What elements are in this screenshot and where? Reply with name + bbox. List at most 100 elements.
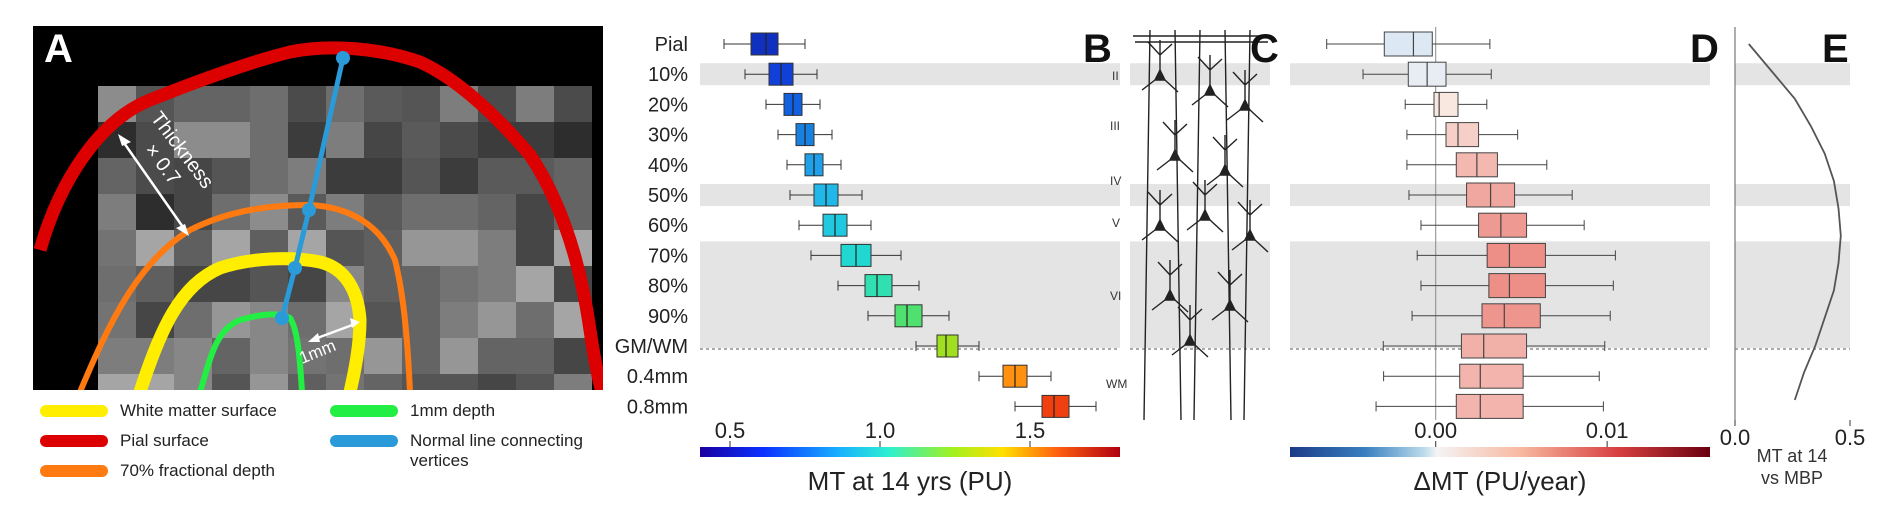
layer-iv-label: IV [1110,174,1121,188]
mri-pixel [326,158,364,194]
layer-vi-label: VI [1110,289,1121,303]
panel-b-band [700,184,1120,206]
tick-label: 0.01 [1586,418,1629,443]
mri-pixel [364,302,402,338]
depth-1mm-arrow [311,322,356,342]
mri-pixel [212,122,250,158]
dendrite [1141,190,1179,243]
panel-e-band [1735,184,1850,206]
neuron-soma [1238,98,1252,111]
mri-pixel [440,338,478,374]
mri-pixel [402,230,440,266]
panel-d-colorbar [1290,447,1710,457]
layer-v-label: V [1112,216,1120,230]
layer-ii-label: II [1112,69,1119,83]
box [1455,393,1524,419]
mri-pixel [364,374,402,390]
mri-pixel [250,374,288,390]
mri-pixel [478,374,516,390]
mri-pixel [440,158,478,194]
mri-pixel [440,194,478,230]
row-label: 80% [648,276,688,298]
neuron-soma [1153,68,1167,81]
mri-pixel [516,374,554,390]
axon [1224,29,1232,421]
box [894,304,923,328]
mri-pixel [440,122,478,158]
vertex-1mm [275,311,289,325]
mri-pixel [364,86,402,122]
mri-pixel [402,86,440,122]
panel-b-band [700,63,1120,86]
neuron-soma [1153,218,1167,231]
mri-pixel [478,302,516,338]
mri-pixel [554,86,592,122]
mri-pixel [98,266,136,302]
mri-pixel [288,86,326,122]
fractional-depth-curve [77,201,413,390]
box [1478,212,1528,238]
legend-swatch-pial [40,435,108,447]
dendrite [1231,200,1269,253]
panel-d-letter: D [1690,27,1719,71]
layer-iii-label: III [1110,119,1120,133]
mri-pixel [402,194,440,230]
panel-d-boxplot: 0.00 0.01 ΔMT (PU/year) [1290,27,1710,496]
row-label: 0.4mm [627,366,688,388]
mri-pixel [250,86,288,122]
mri-pixel [402,266,440,302]
panel-d-xlabel: ΔMT (PU/year) [1414,466,1587,496]
dendrite [1211,270,1249,323]
thickness-arrow [120,139,187,231]
depth-1mm-curve [197,311,305,390]
vertex-pial [336,51,350,65]
box [936,334,959,358]
panel-e-xlabel-2: vs MBP [1761,468,1823,488]
mri-pixel [250,158,288,194]
tick-label: 1.0 [865,418,896,443]
panel-b-boxplot: Pial 10% 20% 30% 40% 50% 60% 70% 80% 90% GM/WM 0.4m… [615,32,1120,496]
layer-i-fibers [1133,35,1270,43]
mri-pixel [174,158,212,194]
box [1460,333,1528,359]
row-label: 40% [648,155,688,177]
box [1445,122,1480,148]
row-label: 70% [648,245,688,267]
mri-pixel [98,230,136,266]
layer-wm-label: WM [1106,377,1127,391]
panel-e-line [1748,43,1842,401]
panel-d-band [1290,63,1710,86]
mri-pixel [250,266,288,302]
row-label: 50% [648,185,688,207]
mri-pixel [516,302,554,338]
mri-pixel [440,266,478,302]
mri-pixel [364,158,402,194]
mri-pixel [98,158,136,194]
legend-swatch-1mm [330,405,398,417]
box [1488,273,1546,299]
row-label: Pial [655,34,688,56]
box [1486,242,1546,268]
mri-pixel [402,122,440,158]
axon [1174,29,1182,421]
mri-pixel [478,194,516,230]
row-label: 60% [648,215,688,237]
mri-pixel [288,338,326,374]
panel-e-band [1735,241,1850,348]
mri-pixel [98,194,136,230]
dendrite [1171,305,1209,358]
mri-pixel [288,374,326,390]
dendrite [1206,135,1244,188]
mri-pixel [516,266,554,302]
mri-pixel [98,374,136,390]
row-label: 10% [648,64,688,86]
mri-pixel [250,122,288,158]
tick-label: 0.5 [1835,425,1866,450]
vertex-fractional [302,203,316,217]
mri-pixel [554,158,592,194]
legend-pial: Pial surface [120,431,209,450]
dendrite [1226,70,1264,123]
row-label: GM/WM [615,336,688,358]
tick-label: 0.00 [1414,418,1457,443]
